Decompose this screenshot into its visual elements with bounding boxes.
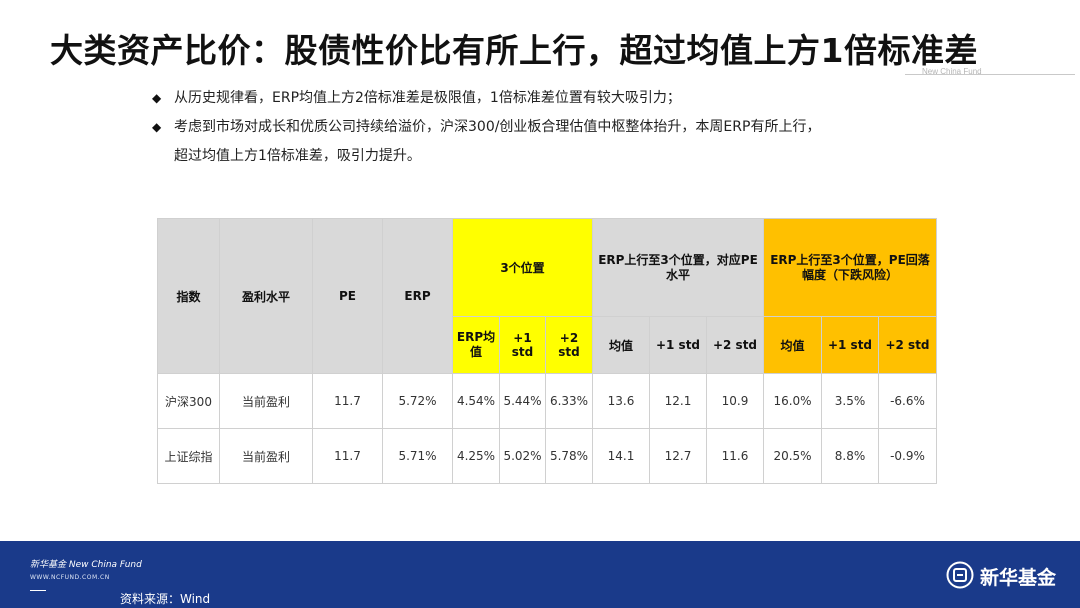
- footer-logo-text: 新华基金: [980, 567, 1057, 589]
- page-title: 大类资产比价：股债性价比有所上行，超过均值上方1倍标准差: [50, 31, 978, 70]
- cell-erp: 5.71%: [382, 428, 453, 484]
- header-group-pe-level: ERP上行至3个位置，对应PE水平: [592, 218, 764, 317]
- cell-erp-plus2: 6.33%: [545, 373, 593, 429]
- bullet-item: ◆ 从历史规律看，ERP均值上方2倍标准差是极限值，1倍标准差位置有较大吸引力；: [152, 84, 972, 113]
- cell-erp-plus1: 5.02%: [499, 428, 546, 484]
- source-note: 资料来源：Wind: [120, 592, 211, 606]
- bullet-item: ◆ 考虑到市场对成长和优质公司持续给溢价，沪深300/创业板合理估值中枢整体抬升…: [152, 113, 972, 142]
- header-index: 指数: [157, 218, 220, 374]
- cell-pe-plus1: 12.7: [649, 428, 707, 484]
- cell-drop-plus2: -0.9%: [878, 428, 937, 484]
- cell-erp-mean: 4.25%: [452, 428, 500, 484]
- footer-bar: 新华基金 New China Fund WWW.NCFUND.COM.CN 资料…: [0, 541, 1080, 608]
- table-row: 沪深300 当前盈利 11.7 5.72% 4.54% 5.44% 6.33% …: [157, 373, 937, 429]
- subheader-plus1-std: +1 std: [821, 316, 879, 374]
- header-pe: PE: [312, 218, 383, 374]
- cell-erp-plus1: 5.44%: [499, 373, 546, 429]
- footer-divider: [30, 590, 46, 591]
- cell-pe-plus2: 10.9: [706, 373, 764, 429]
- subheader-plus1-std: +1 std: [649, 316, 707, 374]
- cell-drop-mean: 16.0%: [763, 373, 822, 429]
- header-earnings: 盈利水平: [219, 218, 313, 374]
- brand-english-watermark: New China Fund: [922, 67, 982, 76]
- cell-drop-plus2: -6.6%: [878, 373, 937, 429]
- subheader-plus1-std: +1 std: [499, 316, 546, 374]
- subheader-mean: 均值: [592, 316, 650, 374]
- cell-erp: 5.72%: [382, 373, 453, 429]
- cell-drop-plus1: 3.5%: [821, 373, 879, 429]
- header-group-pe-drawdown: ERP上行至3个位置，PE回落幅度（下跌风险）: [763, 218, 937, 317]
- cell-pe: 11.7: [312, 373, 383, 429]
- bullet-list: ◆ 从历史规律看，ERP均值上方2倍标准差是极限值，1倍标准差位置有较大吸引力；…: [152, 84, 972, 171]
- table-subheader-row: ERP均值 +1 std +2 std 均值 +1 std +2 std 均值 …: [158, 316, 937, 374]
- header-group-positions: 3个位置: [452, 218, 593, 317]
- cell-erp-mean: 4.54%: [452, 373, 500, 429]
- valuation-table: 指数 盈利水平 PE ERP 3个位置 ERP上行至3个位置，对应PE水平 ER…: [157, 218, 937, 484]
- cell-erp-plus2: 5.78%: [545, 428, 593, 484]
- cell-pe-plus1: 12.1: [649, 373, 707, 429]
- cell-pe-plus2: 11.6: [706, 428, 764, 484]
- title-underline: [905, 74, 1075, 75]
- cell-pe-mean: 14.1: [592, 428, 650, 484]
- footer-brand: 新华基金 New China Fund: [30, 560, 142, 570]
- bullet-text: 考虑到市场对成长和优质公司持续给溢价，沪深300/创业板合理估值中枢整体抬升，本…: [174, 119, 821, 135]
- cell-drop-mean: 20.5%: [763, 428, 822, 484]
- subheader-plus2-std: +2 std: [545, 316, 593, 374]
- cell-index: 上证综指: [157, 428, 220, 484]
- footer-url: WWW.NCFUND.COM.CN: [30, 574, 110, 581]
- cell-earnings: 当前盈利: [219, 373, 313, 429]
- subheader-plus2-std: +2 std: [706, 316, 764, 374]
- diamond-bullet-icon: ◆: [152, 91, 162, 105]
- table-row: 上证综指 当前盈利 11.7 5.71% 4.25% 5.02% 5.78% 1…: [157, 428, 937, 484]
- subheader-mean: 均值: [763, 316, 822, 374]
- bullet-text: 从历史规律看，ERP均值上方2倍标准差是极限值，1倍标准差位置有较大吸引力；: [174, 90, 681, 106]
- table-header-row: 指数 盈利水平 PE ERP 3个位置 ERP上行至3个位置，对应PE水平 ER…: [157, 218, 937, 374]
- cell-pe: 11.7: [312, 428, 383, 484]
- cell-earnings: 当前盈利: [219, 428, 313, 484]
- subheader-plus2-std: +2 std: [878, 316, 937, 374]
- new-china-fund-logo-icon: [946, 561, 974, 589]
- diamond-bullet-icon: ◆: [152, 120, 162, 134]
- header-erp: ERP: [382, 218, 453, 374]
- subheader-erp-mean: ERP均值: [452, 316, 500, 374]
- cell-pe-mean: 13.6: [592, 373, 650, 429]
- cell-index: 沪深300: [157, 373, 220, 429]
- cell-drop-plus1: 8.8%: [821, 428, 879, 484]
- bullet-continuation: 超过均值上方1倍标准差，吸引力提升。: [174, 148, 421, 164]
